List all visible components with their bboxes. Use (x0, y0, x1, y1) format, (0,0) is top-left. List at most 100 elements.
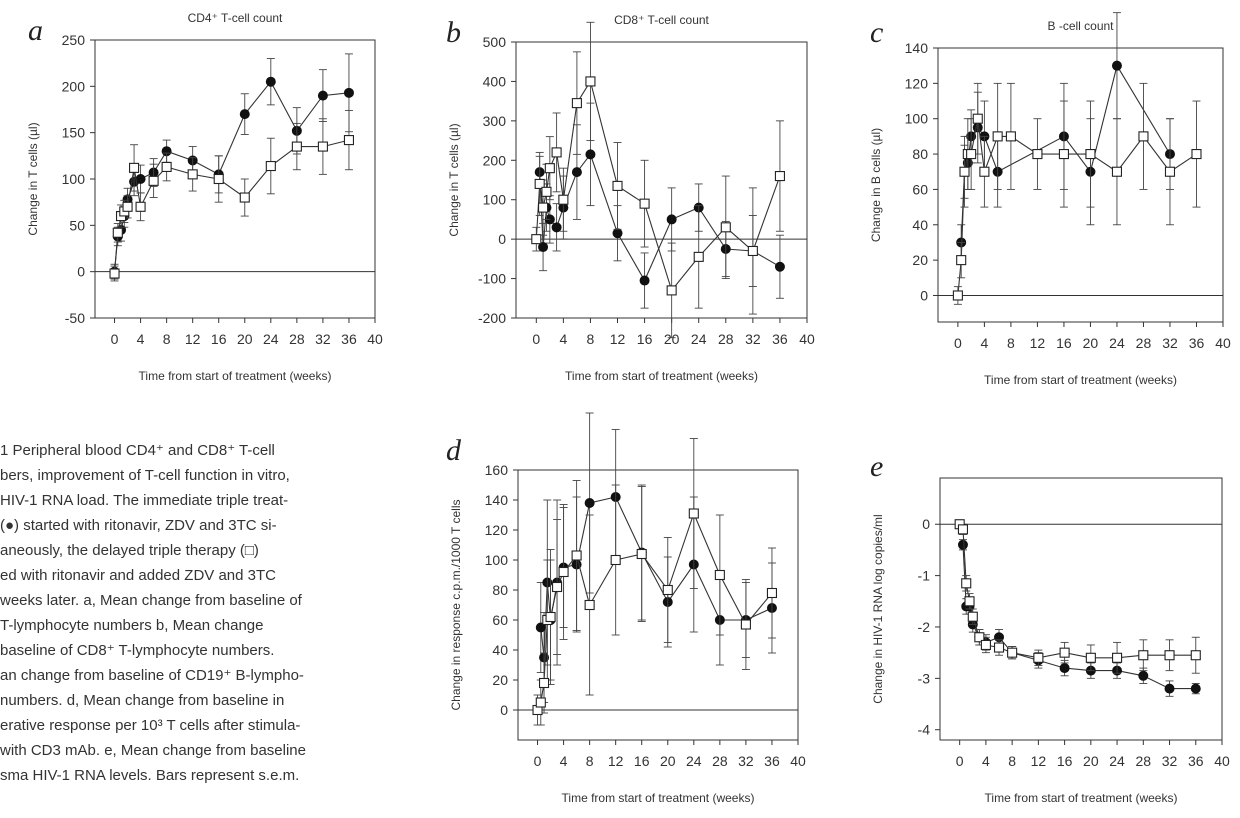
x-axis-label: Time from start of treatment (weeks) (984, 373, 1177, 387)
x-tick-label: 24 (1109, 753, 1125, 769)
x-tick-label: 16 (637, 331, 653, 347)
y-tick-label: 80 (492, 582, 508, 598)
y-tick-label: 0 (922, 516, 930, 532)
data-point (1190, 683, 1201, 694)
data-point (979, 166, 990, 177)
y-tick-label: 0 (920, 287, 928, 303)
x-tick-label: 16 (211, 331, 227, 347)
y-tick-label: 120 (485, 522, 509, 538)
data-point (239, 109, 250, 120)
series-line (957, 118, 1197, 296)
data-point (720, 222, 731, 233)
y-tick-label: 60 (912, 181, 928, 197)
y-axis-label: Change in response c.p.m./1000 T cells (449, 499, 463, 710)
x-tick-label: 28 (1136, 753, 1152, 769)
data-point (1164, 683, 1175, 694)
data-point (957, 539, 968, 550)
data-point (135, 201, 146, 212)
series-line (535, 80, 781, 292)
y-tick-label: -2 (918, 619, 931, 635)
data-point (1007, 647, 1018, 658)
data-point (265, 160, 276, 172)
data-point (538, 242, 549, 253)
x-tick-label: 32 (1162, 753, 1178, 769)
data-point (239, 192, 250, 203)
x-axis-label: Time from start of treatment (weeks) (565, 369, 758, 383)
series-line (113, 139, 350, 274)
x-tick-label: 40 (799, 331, 815, 347)
x-tick-label: 4 (560, 753, 568, 769)
x-tick-label: 24 (1109, 335, 1125, 351)
y-axis-label: Change in T cells (µl) (26, 122, 40, 235)
data-point (544, 163, 555, 174)
chart-panel-b: b CD8⁺ T-cell count-200-10001002003004005… (446, 13, 815, 383)
data-point (1191, 149, 1202, 160)
y-tick-label: 500 (483, 34, 507, 50)
y-tick-label: -1 (918, 568, 931, 584)
x-tick-label: 20 (664, 331, 680, 347)
x-tick-label: 24 (686, 753, 702, 769)
data-point (552, 581, 563, 593)
data-point (558, 566, 569, 578)
data-point (585, 76, 596, 87)
x-tick-label: 12 (1031, 753, 1047, 769)
y-tick-label: 160 (485, 462, 509, 478)
y-tick-label: 20 (912, 252, 928, 268)
data-point (531, 234, 542, 245)
y-tick-label: 100 (62, 171, 86, 187)
x-tick-label: 32 (738, 753, 754, 769)
x-tick-label: 24 (263, 331, 279, 347)
data-point (972, 113, 983, 124)
x-axis-label: Time from start of treatment (weeks) (985, 791, 1178, 805)
caption-line: sma HIV-1 RNA levels. Bars represent s.e… (0, 767, 300, 784)
data-point (612, 180, 623, 191)
x-axis-label: Time from start of treatment (weeks) (562, 791, 755, 805)
data-point (992, 131, 1003, 142)
x-tick-label: 40 (1215, 335, 1231, 351)
data-point (980, 639, 991, 651)
series-delayed (532, 438, 778, 726)
panel-title: CD4⁺ T-cell count (188, 11, 283, 25)
data-point (964, 596, 975, 607)
y-tick-label: -200 (478, 310, 506, 326)
x-tick-label: 0 (954, 335, 962, 351)
data-point (1138, 670, 1149, 681)
data-point (1112, 652, 1123, 663)
y-tick-label: 0 (77, 264, 85, 280)
data-point (636, 548, 647, 560)
caption-line: 1 Peripheral blood CD4⁺ and CD8⁺ T-cell (0, 442, 275, 459)
x-tick-label: 36 (1189, 335, 1205, 351)
caption-line: numbers. d, Mean change from baseline in (0, 692, 285, 709)
data-point (1085, 149, 1096, 160)
chart-panel-e: e 0 -1 -2 -3 -4 0 4 8 12 16 20 24 28 32 36 40 Time from s… (870, 450, 1230, 805)
x-tick-label: 28 (718, 331, 734, 347)
y-tick-label: 150 (62, 125, 86, 141)
x-axis-label: Time from start of treatment (weeks) (139, 369, 332, 383)
series-delayed (109, 109, 355, 282)
x-tick-label: 16 (1057, 753, 1073, 769)
data-point (551, 147, 562, 158)
x-tick-label: 36 (764, 753, 780, 769)
chart-panel-c: c B -cell count 0 20 40 60 80 100 120 140 0 4 8 12 16 2… (869, 12, 1231, 387)
series-delayed (954, 519, 1201, 674)
panel-title: CD8⁺ T-cell count (614, 13, 709, 27)
y-tick-label: 0 (498, 231, 506, 247)
data-point (952, 290, 963, 301)
data-point (1033, 652, 1044, 663)
plot-frame (937, 47, 1224, 323)
data-point (571, 98, 582, 109)
data-point (1111, 60, 1122, 71)
y-tick-label: 0 (500, 702, 508, 718)
x-tick-label: 8 (1007, 335, 1015, 351)
x-tick-label: 24 (691, 331, 707, 347)
x-tick-label: 0 (532, 331, 540, 347)
y-tick-label: 140 (905, 40, 929, 56)
x-tick-label: 0 (534, 753, 542, 769)
y-tick-label: -50 (65, 310, 85, 326)
x-tick-label: 28 (712, 753, 728, 769)
panel-letter: b (446, 16, 461, 49)
x-tick-label: 4 (980, 335, 988, 351)
data-point (957, 524, 969, 535)
data-point (639, 275, 650, 286)
